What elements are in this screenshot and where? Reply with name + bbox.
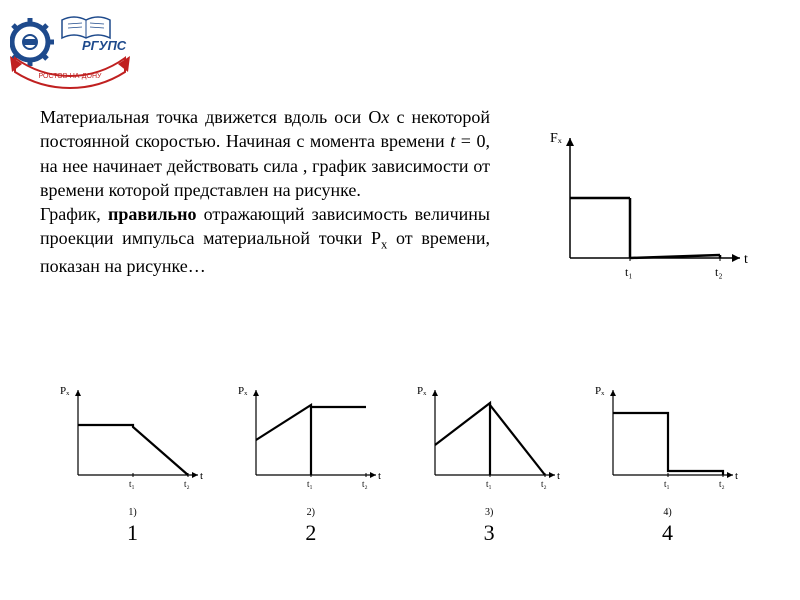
- answer-graph-4: Pₓ t t₁ t₂: [585, 375, 750, 505]
- svg-text:Pₓ: Pₓ: [60, 385, 70, 397]
- svg-text:t₂: t₂: [715, 265, 723, 279]
- svg-text:t: t: [200, 470, 203, 482]
- p1a: Материальная точка движется вдоль оси О: [40, 107, 381, 127]
- svg-text:t₁: t₁: [625, 265, 633, 279]
- logo-svg: РОСТОВ-НА-ДОНУ РГУПС: [10, 10, 130, 90]
- logo-city-text: РОСТОВ-НА-ДОНУ: [39, 73, 102, 80]
- answer-option-4: Pₓ t t₁ t₂ 4) 4: [585, 375, 750, 546]
- svg-text:t₁: t₁: [486, 479, 492, 489]
- svg-text:Pₓ: Pₓ: [595, 385, 605, 397]
- svg-text:t: t: [378, 470, 381, 482]
- problem-text: Материальная точка движется вдоль оси Ох…: [40, 105, 490, 278]
- force-graph-svg: Fₓ t t₁ t₂: [520, 108, 770, 298]
- svg-text:t₂: t₂: [184, 479, 190, 489]
- p2bold: правильно: [108, 204, 196, 224]
- svg-text:t: t: [735, 470, 738, 482]
- answer-small-label-2: 2): [228, 507, 393, 518]
- p2a: График,: [40, 204, 108, 224]
- svg-text:t: t: [557, 470, 560, 482]
- svg-text:Pₓ: Pₓ: [417, 385, 427, 397]
- answer-big-label-1: 1: [50, 520, 215, 546]
- svg-text:t₁: t₁: [664, 479, 670, 489]
- svg-text:Pₓ: Pₓ: [238, 385, 248, 397]
- answer-option-1: Pₓ t t₁ t₂ 1) 1: [50, 375, 215, 546]
- answer-big-label-2: 2: [228, 520, 393, 546]
- svg-text:t₂: t₂: [362, 479, 368, 489]
- svg-text:Fₓ: Fₓ: [550, 131, 563, 146]
- svg-text:t₁: t₁: [307, 479, 313, 489]
- answer-row: Pₓ t t₁ t₂ 1) 1 Pₓ t t₁ t₂ 2) 2 Pₓ t t₁ t₂ 3) 3 Pₓ t t₁ t₂ 4) 4: [50, 375, 750, 546]
- university-logo: РОСТОВ-НА-ДОНУ РГУПС: [10, 10, 130, 90]
- answer-small-label-4: 4): [585, 507, 750, 518]
- answer-big-label-3: 3: [407, 520, 572, 546]
- force-graph: Fₓ t t₁ t₂: [520, 108, 770, 298]
- answer-graph-1: Pₓ t t₁ t₂: [50, 375, 215, 505]
- answer-graph-2: Pₓ t t₁ t₂: [228, 375, 393, 505]
- answer-graph-3: Pₓ t t₁ t₂: [407, 375, 572, 505]
- answer-option-2: Pₓ t t₁ t₂ 2) 2: [228, 375, 393, 546]
- logo-univ-text: РГУПС: [82, 38, 127, 53]
- svg-text:t₂: t₂: [719, 479, 725, 489]
- svg-text:t: t: [744, 252, 748, 267]
- svg-text:t₂: t₂: [541, 479, 547, 489]
- svg-text:t₁: t₁: [129, 479, 135, 489]
- answer-option-3: Pₓ t t₁ t₂ 3) 3: [407, 375, 572, 546]
- answer-small-label-1: 1): [50, 507, 215, 518]
- answer-big-label-4: 4: [585, 520, 750, 546]
- answer-small-label-3: 3): [407, 507, 572, 518]
